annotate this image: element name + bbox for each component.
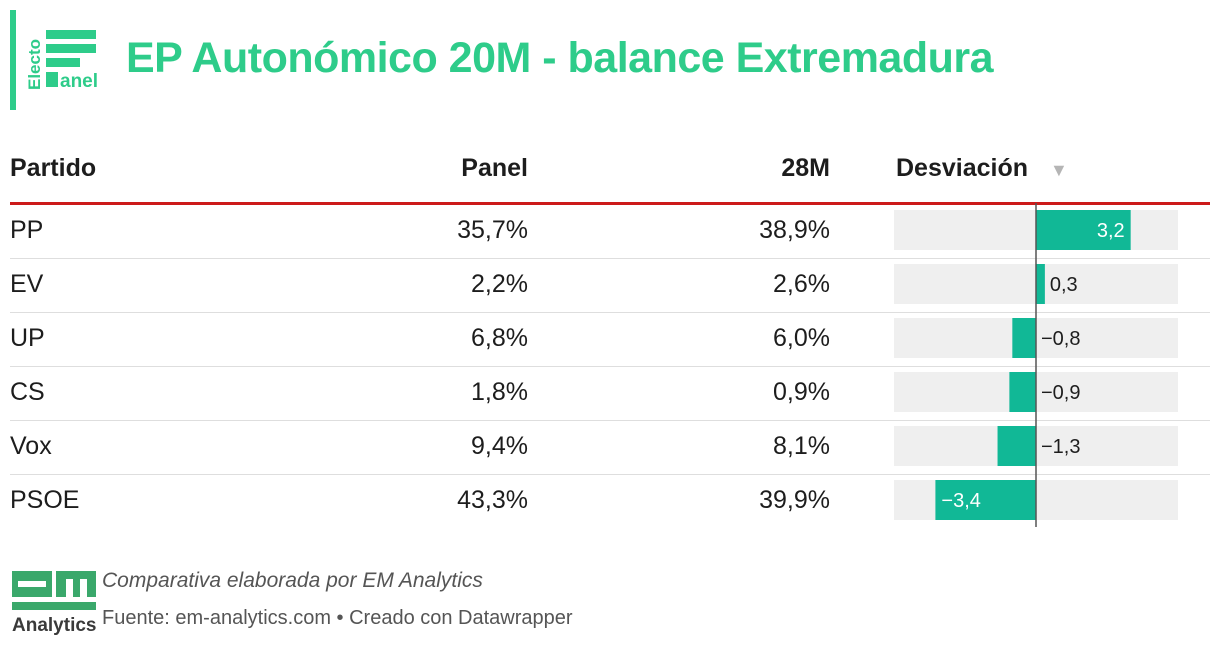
deviation-bar bbox=[1009, 372, 1036, 412]
deviation-bar bbox=[935, 480, 1036, 520]
em-logo-text: Analytics bbox=[12, 615, 96, 635]
page-title: EP Autonómico 20M - balance Extremadura bbox=[126, 34, 994, 82]
column-header-desviacion[interactable]: Desviación bbox=[896, 154, 1029, 182]
sort-descending-icon[interactable]: ▼ bbox=[1050, 160, 1068, 180]
result-28m-cell: 38,9% bbox=[759, 216, 830, 244]
deviation-label: −0,9 bbox=[1041, 382, 1080, 404]
panel-cell: 2,2% bbox=[471, 270, 528, 298]
deviation-label: −3,4 bbox=[941, 490, 980, 512]
party-cell: CS bbox=[10, 378, 45, 406]
result-28m-cell: 0,9% bbox=[773, 378, 830, 406]
party-cell: UP bbox=[10, 324, 45, 352]
deviation-bar-chart: 3,2 0,3 −0,8 −0,9 −1,3 −3,4 bbox=[894, 203, 1178, 527]
panel-cell: 9,4% bbox=[471, 432, 528, 460]
deviation-bar bbox=[1012, 318, 1036, 358]
electopanel-logo: Electo anel bbox=[28, 30, 98, 92]
result-28m-cell: 8,1% bbox=[773, 432, 830, 460]
panel-cell: 6,8% bbox=[471, 324, 528, 352]
footer: Analytics Comparativa elaborada por EM A… bbox=[12, 566, 712, 638]
table-row: EV 2,2% 2,6% bbox=[10, 259, 1210, 313]
table-row: CS 1,8% 0,9% bbox=[10, 367, 1210, 421]
deviation-bar bbox=[1036, 264, 1045, 304]
chart-note: Comparativa elaborada por EM Analytics bbox=[102, 569, 483, 592]
table-header: Partido Panel 28M Desviación ▼ bbox=[10, 140, 1210, 205]
panel-cell: 1,8% bbox=[471, 378, 528, 406]
chart-source: Fuente: em-analytics.com • Creado con Da… bbox=[102, 607, 573, 629]
column-header-28m[interactable]: 28M bbox=[781, 154, 830, 182]
logo-text-top: Electo bbox=[28, 39, 44, 90]
deviation-label: 3,2 bbox=[1097, 220, 1125, 242]
result-28m-cell: 2,6% bbox=[773, 270, 830, 298]
table-body: PP 35,7% 38,9% EV 2,2% 2,6% UP 6,8% 6,0% CS 1,8% 0,… bbox=[10, 205, 1210, 528]
table-row: PP 35,7% 38,9% bbox=[10, 205, 1210, 259]
panel-cell: 43,3% bbox=[457, 486, 528, 514]
em-analytics-logo: Analytics bbox=[12, 571, 96, 635]
result-28m-cell: 39,9% bbox=[759, 486, 830, 514]
panel-cell: 35,7% bbox=[457, 216, 528, 244]
party-cell: Vox bbox=[10, 432, 52, 460]
party-cell: PP bbox=[10, 216, 44, 244]
deviation-label: −0,8 bbox=[1041, 328, 1080, 350]
column-header-partido[interactable]: Partido bbox=[10, 154, 97, 182]
table-row: UP 6,8% 6,0% bbox=[10, 313, 1210, 367]
logo-text-bottom: anel bbox=[60, 71, 98, 92]
data-table: Partido Panel 28M Desviación ▼ PP 35,7% 38… bbox=[10, 140, 1210, 528]
header: Electo anel EP Autonómico 20M - balance … bbox=[0, 0, 1220, 112]
accent-bar bbox=[10, 10, 16, 110]
party-cell: PSOE bbox=[10, 486, 80, 514]
deviation-label: 0,3 bbox=[1050, 274, 1078, 296]
deviation-bar bbox=[997, 426, 1036, 466]
deviation-label: −1,3 bbox=[1041, 436, 1080, 458]
party-cell: EV bbox=[10, 270, 44, 298]
table-row: PSOE 43,3% 39,9% bbox=[10, 475, 1210, 528]
table-row: Vox 9,4% 8,1% bbox=[10, 421, 1210, 475]
result-28m-cell: 6,0% bbox=[773, 324, 830, 352]
deviation-bar bbox=[1036, 210, 1131, 250]
column-header-panel[interactable]: Panel bbox=[461, 154, 528, 182]
